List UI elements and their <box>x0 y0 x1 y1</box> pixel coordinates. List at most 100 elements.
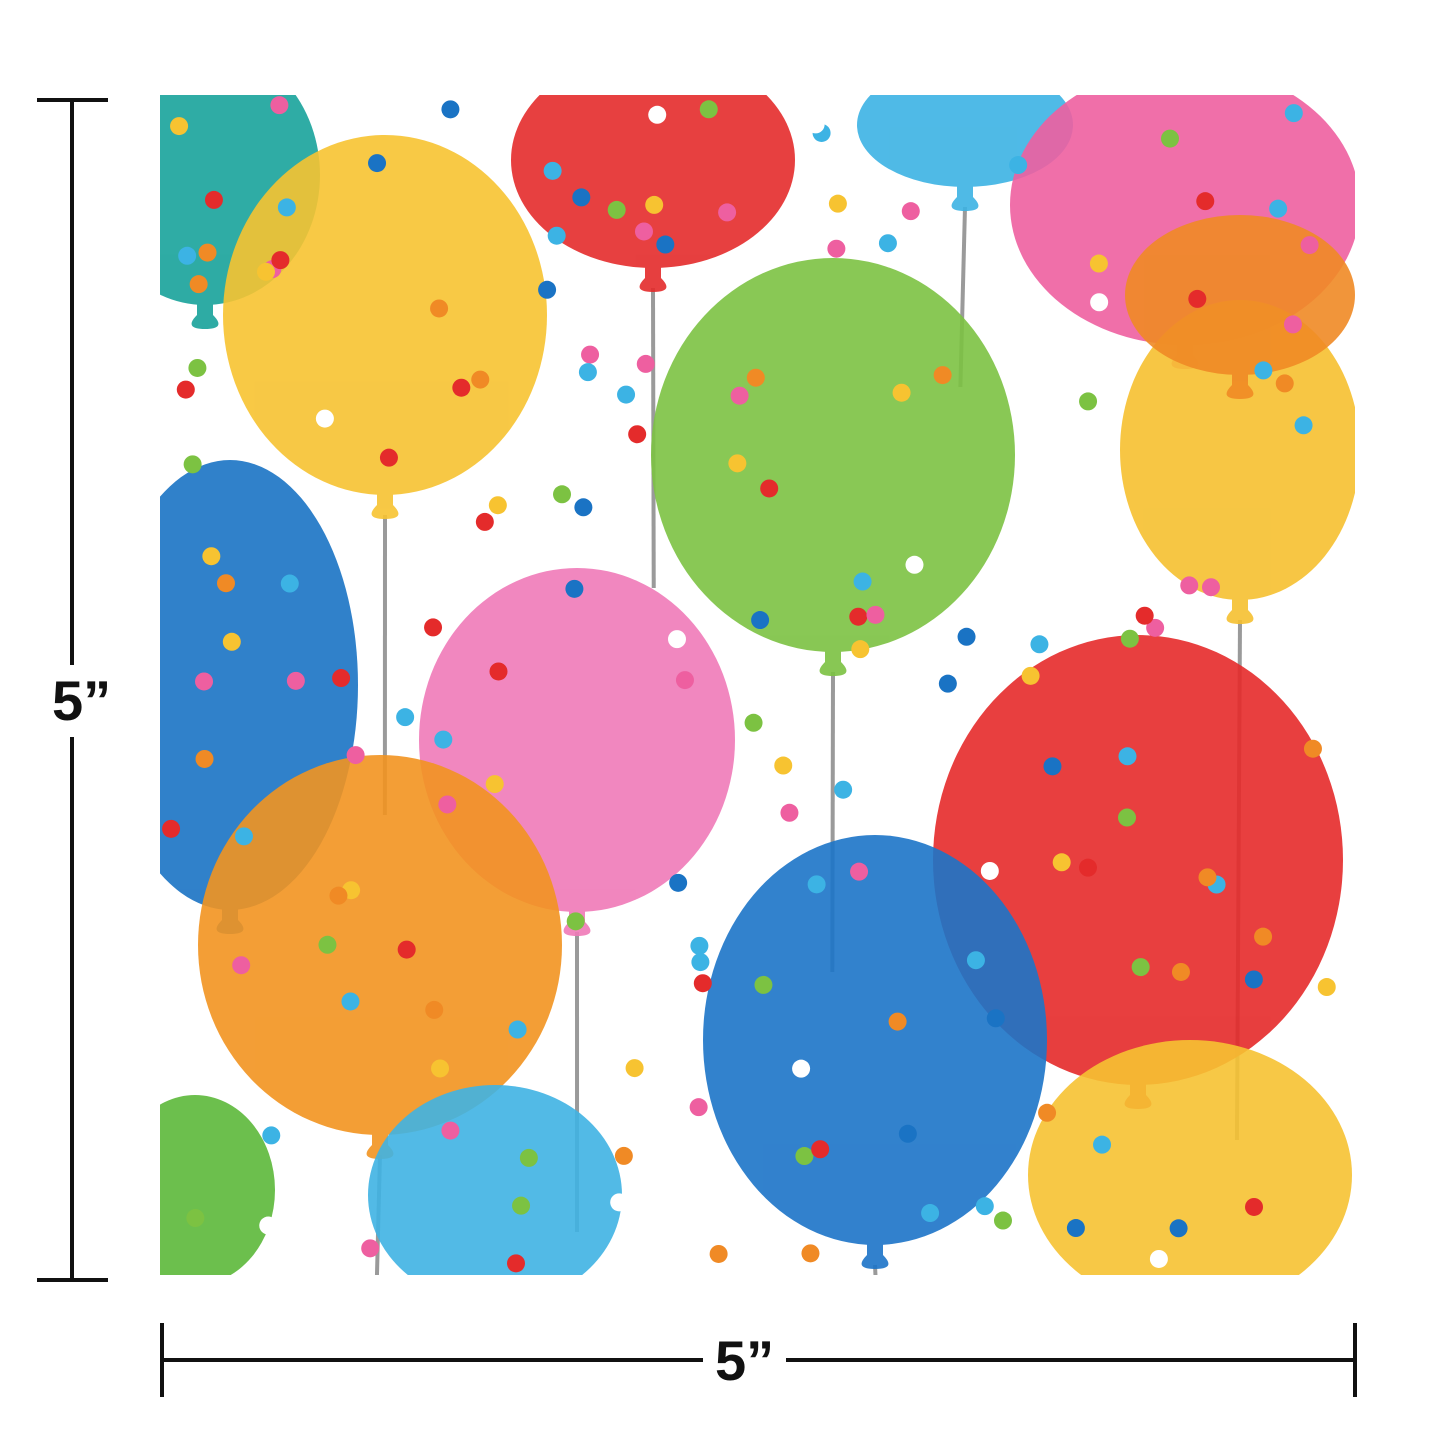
confetti-dot <box>1254 927 1273 946</box>
confetti-dot <box>257 262 276 281</box>
confetti-dot <box>1196 192 1215 211</box>
balloon-knot <box>371 491 399 519</box>
confetti-dot <box>280 574 299 593</box>
confetti-dot <box>699 100 718 119</box>
confetti-dot <box>625 1059 644 1078</box>
confetti-dot <box>512 1196 531 1215</box>
confetti-dot <box>806 115 825 134</box>
confetti-dot <box>262 1126 281 1145</box>
confetti-dot <box>424 618 443 637</box>
confetti-dot <box>1294 416 1313 435</box>
confetti-dot <box>774 756 793 775</box>
confetti-dot <box>853 572 872 591</box>
confetti-dot <box>532 461 551 480</box>
confetti-dot <box>892 383 911 402</box>
width-label: 5” <box>703 1333 787 1389</box>
confetti-dot <box>898 1124 917 1143</box>
balloon-knot <box>182 1281 209 1309</box>
confetti-dot <box>170 117 189 136</box>
confetti-dot <box>636 354 655 373</box>
height-label: 5” <box>50 665 114 737</box>
balloon <box>511 95 795 292</box>
balloon <box>160 1095 275 1309</box>
confetti-dot <box>664 908 683 927</box>
confetti-dot <box>1201 578 1220 597</box>
confetti-dot <box>834 780 853 799</box>
confetti-dot <box>754 975 773 994</box>
confetti-dot <box>434 730 453 749</box>
confetti-dot <box>431 1059 450 1078</box>
confetti-dot <box>581 345 600 364</box>
confetti-dot <box>986 1009 1005 1028</box>
confetti-dot <box>452 378 471 397</box>
confetti-dot <box>1244 970 1263 989</box>
confetti-dot <box>993 1211 1012 1230</box>
confetti-dot <box>1169 1219 1188 1238</box>
confetti-dot <box>690 936 709 955</box>
confetti-dot <box>1146 618 1165 637</box>
confetti-dot <box>607 200 626 219</box>
confetti-dot <box>232 956 251 975</box>
balloon <box>703 835 1047 1269</box>
confetti-dot <box>572 188 591 207</box>
confetti-dot <box>780 803 799 822</box>
confetti-dot <box>259 1216 278 1235</box>
balloon <box>651 258 1015 676</box>
confetti-dot <box>1052 853 1071 872</box>
confetti-dot <box>216 574 235 593</box>
confetti-dot <box>202 547 221 566</box>
balloon-knot <box>1226 596 1254 624</box>
confetti-dot <box>441 100 460 119</box>
confetti-dot <box>1275 374 1294 393</box>
confetti-dot <box>1038 1103 1057 1122</box>
confetti-dot <box>1149 1249 1168 1268</box>
confetti-dot <box>1079 392 1098 411</box>
confetti-dot <box>1078 858 1097 877</box>
confetti-dot <box>329 886 348 905</box>
confetti-dot <box>866 605 885 624</box>
confetti-dot <box>667 630 686 649</box>
confetti-dot <box>728 454 747 473</box>
confetti-dot <box>888 1012 907 1031</box>
confetti-dot <box>634 222 653 241</box>
confetti-dot <box>933 366 952 385</box>
confetti-dot <box>1120 629 1139 648</box>
confetti-dot <box>162 819 181 838</box>
confetti-dot <box>709 1244 728 1263</box>
balloon <box>1125 215 1355 399</box>
balloon-knot <box>482 1301 509 1329</box>
confetti-dot <box>620 966 639 985</box>
confetti-dot <box>730 386 749 405</box>
confetti-dot <box>795 1147 814 1166</box>
confetti-dot <box>1090 293 1109 312</box>
confetti-dot <box>438 795 457 814</box>
confetti-dot <box>368 154 387 173</box>
confetti-dot <box>475 512 494 531</box>
confetti-dot <box>332 669 351 688</box>
confetti-dot <box>286 671 305 690</box>
confetti-dot <box>760 479 779 498</box>
confetti-dot <box>189 275 208 294</box>
confetti-dot <box>178 246 197 265</box>
confetti-dot <box>1021 666 1040 685</box>
confetti-dot <box>195 672 214 691</box>
confetti-dot <box>271 251 290 270</box>
confetti-dot <box>980 861 999 880</box>
confetti-dot <box>485 775 504 794</box>
confetti-dot <box>186 1209 205 1228</box>
confetti-dot <box>628 425 647 444</box>
balloon <box>1120 300 1355 624</box>
confetti-dot <box>669 873 688 892</box>
balloon-string <box>873 1264 878 1275</box>
confetti-dot <box>543 161 562 180</box>
confetti-dot <box>610 1193 629 1212</box>
confetti-dot <box>807 875 826 894</box>
confetti-dot <box>176 380 195 399</box>
balloon-knot <box>191 301 219 329</box>
confetti-dot <box>188 358 207 377</box>
confetti-dot <box>689 1098 708 1117</box>
confetti-dot <box>938 674 957 693</box>
confetti-dot <box>1300 236 1319 255</box>
confetti-dot <box>1188 289 1207 308</box>
